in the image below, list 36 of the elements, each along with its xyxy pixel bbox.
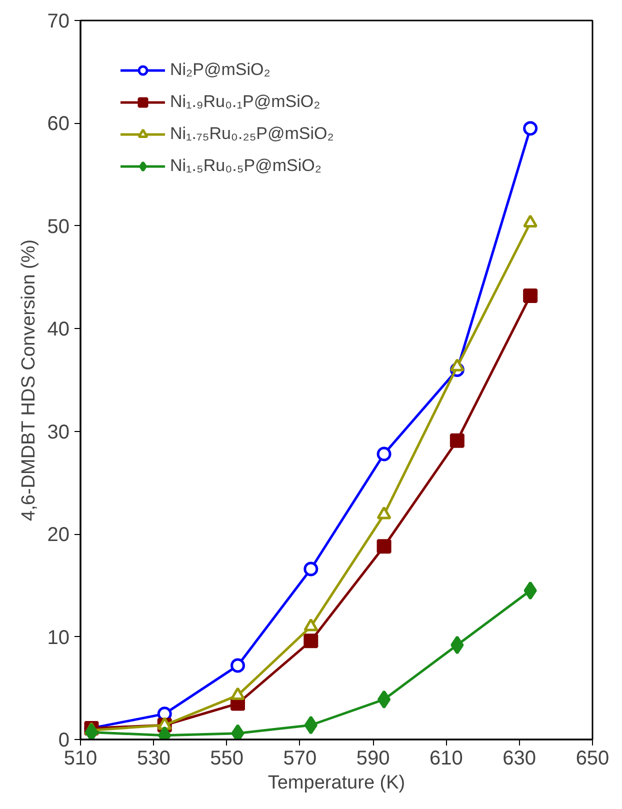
y-tick-label: 10 xyxy=(47,626,70,649)
x-axis-title: Temperature (K) xyxy=(268,772,406,794)
point xyxy=(304,716,318,734)
point xyxy=(230,658,246,673)
point xyxy=(523,121,538,136)
y-tick-label: 40 xyxy=(47,318,70,341)
y-tick-label: 20 xyxy=(47,524,70,546)
x-tick-label: 550 xyxy=(210,748,244,770)
legend-label: Ni₁.₉Ru₀.₁P@mSiO₂ xyxy=(170,92,320,112)
y-tick-label: 50 xyxy=(47,216,70,238)
point xyxy=(524,581,537,600)
point xyxy=(304,562,318,576)
x-tick-label: 650 xyxy=(576,748,610,770)
y-tick-label: 30 xyxy=(47,421,70,444)
legend-label: Ni₂P@mSiO₂ xyxy=(170,60,270,80)
point xyxy=(376,446,392,462)
x-tick-label: 610 xyxy=(430,748,463,770)
point xyxy=(230,687,246,700)
x-tick-label: 570 xyxy=(283,748,317,770)
point xyxy=(450,636,464,654)
point xyxy=(377,690,391,709)
point xyxy=(523,288,538,304)
point xyxy=(376,539,392,554)
point xyxy=(231,724,244,740)
point xyxy=(304,634,318,648)
x-tick-label: 630 xyxy=(502,748,536,770)
legend-label: Ni₁.₇₅Ru₀.₂₅P@mSiO₂ xyxy=(170,124,334,144)
legend-label: Ni₁.₅Ru₀.₅P@mSiO₂ xyxy=(170,156,322,176)
y-axis-title: 4,6-DMDBT HDS Conversion (%) xyxy=(18,239,40,521)
x-tick-label: 530 xyxy=(136,748,170,770)
point xyxy=(450,433,464,448)
point xyxy=(304,618,318,632)
point xyxy=(84,723,98,740)
y-tick-label: 60 xyxy=(47,113,70,136)
y-tick-label: 70 xyxy=(47,10,70,32)
x-tick-label: 590 xyxy=(356,748,390,770)
